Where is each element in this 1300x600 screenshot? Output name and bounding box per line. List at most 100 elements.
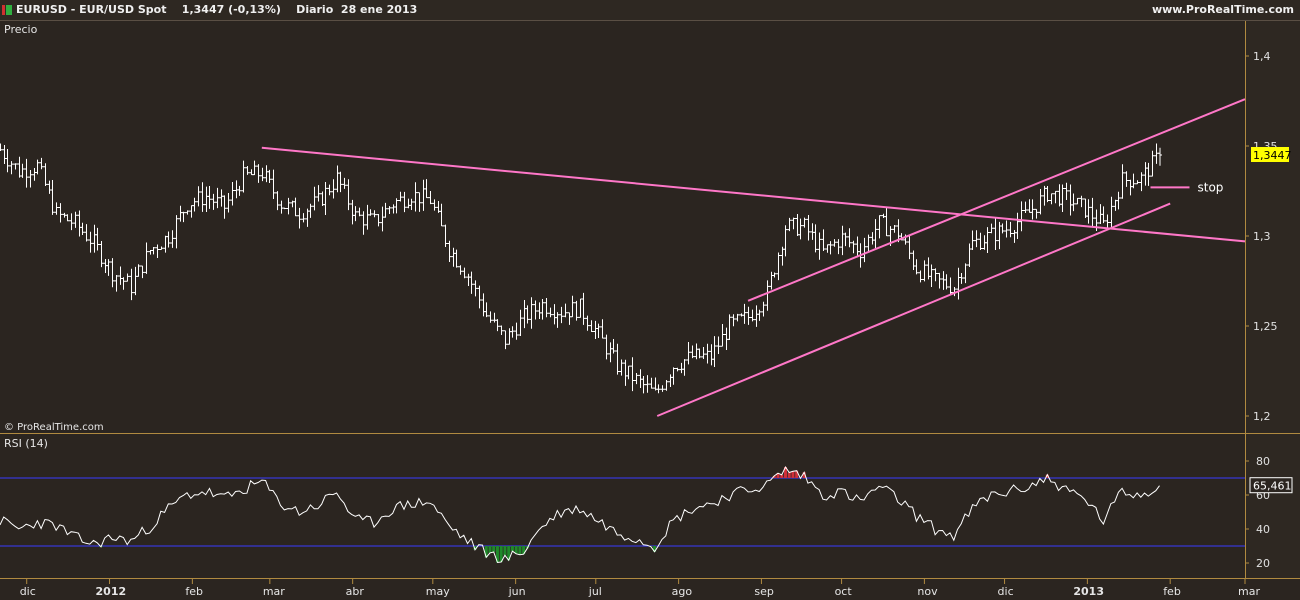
price-bar	[944, 274, 949, 290]
price-bar	[372, 210, 377, 218]
price-bar	[574, 300, 579, 321]
price-bar	[421, 179, 426, 211]
price-bar	[342, 177, 347, 189]
price-bar	[600, 319, 605, 339]
price-bar	[462, 267, 467, 279]
descending-trendline	[261, 146, 1246, 243]
x-tick-label: dic	[998, 585, 1014, 598]
x-tick-label: mar	[1238, 585, 1260, 598]
price-bar	[914, 259, 919, 275]
price-bar	[241, 160, 246, 193]
price-bar	[518, 309, 523, 336]
price-bar	[963, 263, 968, 284]
price-bar	[559, 306, 564, 324]
rsi-y-tick-label: 20	[1256, 557, 1270, 570]
instrument-red-icon	[2, 5, 5, 15]
price-bar	[533, 300, 538, 320]
price-bar	[226, 193, 231, 213]
price-bar	[843, 232, 848, 247]
price-bar	[1064, 182, 1069, 200]
price-bar	[312, 186, 317, 211]
price-bar	[166, 231, 171, 248]
price-bar	[417, 192, 422, 212]
price-bar	[230, 181, 235, 206]
price-bar	[645, 375, 650, 393]
price-bar	[585, 315, 590, 331]
price-bar	[787, 217, 792, 232]
price-bar	[402, 191, 407, 213]
price-bar	[447, 240, 452, 262]
price-bar	[466, 273, 471, 286]
price-bar	[783, 225, 788, 257]
price-bar	[443, 224, 448, 247]
price-bar	[398, 191, 403, 202]
rsi-line	[0, 466, 1160, 564]
price-bar	[5, 149, 10, 173]
price-bar	[301, 213, 306, 223]
price-bar	[881, 213, 886, 218]
price-bar	[993, 218, 998, 251]
price-bar	[237, 185, 242, 196]
price-bar	[1090, 197, 1095, 227]
price-bar	[664, 379, 669, 391]
price-bar	[499, 325, 504, 336]
price-bar	[634, 373, 639, 385]
x-tick-label: dic	[20, 585, 36, 598]
price-bar	[439, 203, 444, 227]
price-bar	[1154, 143, 1159, 164]
price-bar	[110, 258, 115, 288]
price-bar	[671, 367, 676, 385]
price-bar	[720, 323, 725, 347]
price-bar	[473, 280, 478, 297]
price-bar	[327, 184, 332, 196]
price-bar	[488, 311, 493, 323]
price-bar	[1023, 201, 1028, 214]
price-bar	[331, 179, 336, 199]
price-bar	[548, 307, 553, 318]
price-bar	[155, 244, 160, 259]
price-bar	[877, 215, 882, 239]
price-bar	[1000, 223, 1005, 234]
price-bar	[432, 199, 437, 211]
price-bar	[140, 265, 145, 279]
price-bar	[604, 334, 609, 360]
price-y-tick-label: 1,25	[1253, 320, 1278, 333]
price-bar	[525, 305, 530, 324]
price-y-tick-label: 1,2	[1253, 410, 1271, 423]
price-bar	[937, 272, 942, 289]
price-bar	[368, 209, 373, 216]
x-tick-label: jun	[508, 585, 526, 598]
price-bar	[286, 197, 291, 215]
price-bar	[578, 298, 583, 318]
price-y-tick-label: 1,3	[1253, 230, 1271, 243]
price-bar	[555, 312, 560, 328]
price-bar	[65, 214, 70, 222]
price-bar	[495, 319, 500, 332]
price-bar	[956, 267, 961, 300]
price-bar	[567, 312, 572, 325]
rsi-oversold-fill	[99, 546, 657, 563]
price-bar	[507, 328, 512, 345]
price-bar	[948, 277, 953, 295]
price-bar	[222, 195, 227, 219]
price-bar	[481, 293, 486, 317]
price-bar	[596, 323, 601, 338]
price-bar	[50, 180, 55, 215]
price-bar	[660, 385, 665, 392]
price-bar	[959, 273, 964, 284]
price-bar	[196, 186, 201, 207]
price-bar	[697, 348, 702, 359]
price-bar	[20, 163, 25, 178]
price-bar	[178, 205, 183, 222]
price-bar	[144, 242, 149, 274]
price-bar	[99, 241, 104, 268]
site-link[interactable]: www.ProRealTime.com	[1151, 3, 1294, 16]
price-bar	[136, 264, 141, 277]
price-bar	[802, 217, 807, 228]
price-bar	[570, 295, 575, 318]
x-tick-label: abr	[346, 585, 365, 598]
price-bar	[813, 224, 818, 253]
price-bar	[163, 235, 168, 253]
price-bar	[847, 228, 852, 248]
